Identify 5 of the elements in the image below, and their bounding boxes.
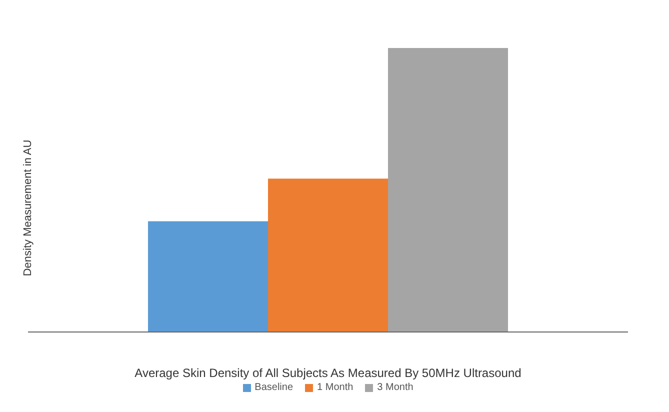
legend-label: 1 Month — [316, 382, 354, 393]
legend-label: 3 Month — [376, 382, 414, 393]
legend-label: Baseline — [254, 382, 294, 393]
x-axis-title: Average Skin Density of All Subjects As Measured By 50MHz Ultrasound — [134, 366, 522, 380]
y-axis-title: Density Measurement in AU — [22, 140, 34, 276]
